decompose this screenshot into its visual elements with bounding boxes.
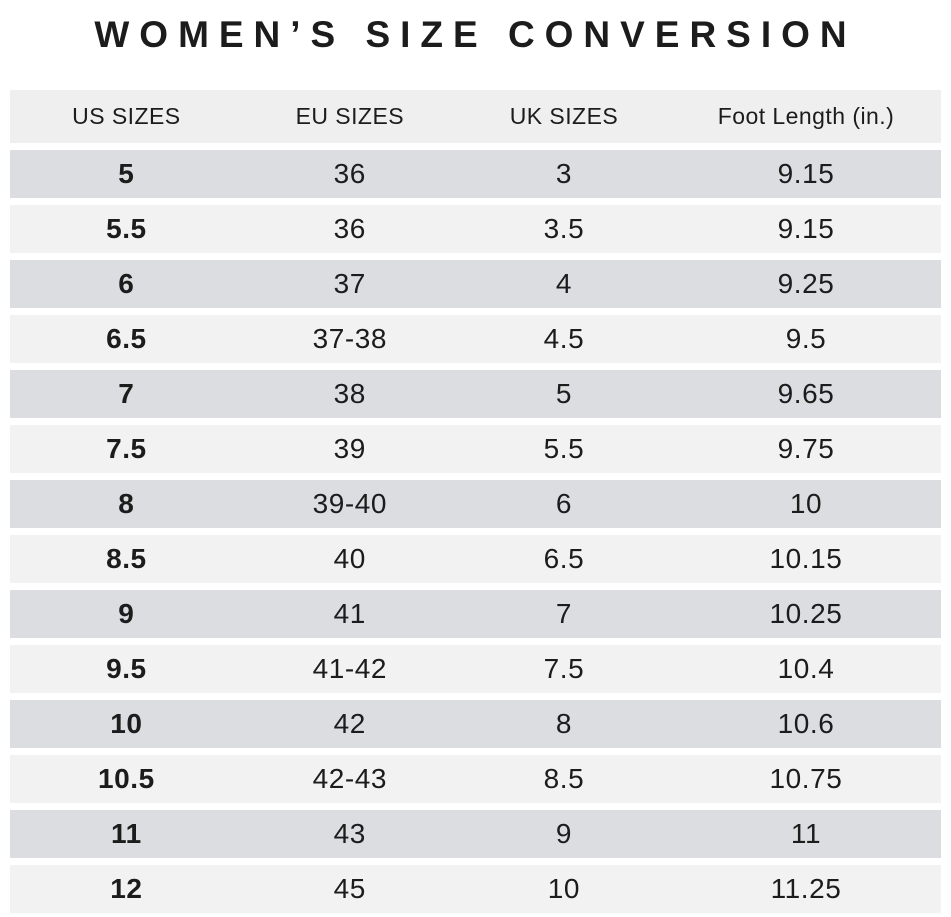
foot-length-cell: 9.5	[785, 323, 827, 354]
eu-size-cell: 40	[333, 543, 366, 574]
table-row: 12 45 10 11.25	[10, 865, 941, 913]
uk-size-cell: 7	[555, 598, 572, 629]
eu-size-cell: 42-43	[312, 763, 388, 794]
us-size-cell: 9	[118, 598, 135, 629]
us-size-cell: 8	[118, 488, 135, 519]
eu-size-cell: 37	[333, 268, 366, 299]
table-row: 5 36 3 9.15	[10, 150, 941, 198]
column-header-eu-sizes: EU SIZES	[295, 103, 405, 129]
us-size-cell: 6	[118, 268, 135, 299]
us-size-cell: 7	[118, 378, 135, 409]
size-conversion-table: US SIZES EU SIZES UK SIZES Foot Length (…	[10, 90, 941, 913]
table-row: 8 39-40 6 10	[10, 480, 941, 528]
table-row: 7.5 39 5.5 9.75	[10, 425, 941, 473]
uk-size-cell: 8.5	[543, 763, 585, 794]
uk-size-cell: 8	[555, 708, 572, 739]
uk-size-cell: 3	[555, 158, 572, 189]
us-size-cell: 5.5	[106, 213, 147, 244]
eu-size-cell: 38	[333, 378, 366, 409]
table-row: 7 38 5 9.65	[10, 370, 941, 418]
eu-size-cell: 42	[333, 708, 366, 739]
foot-length-cell: 10.75	[769, 763, 843, 794]
eu-size-cell: 37-38	[312, 323, 388, 354]
table-row: 9 41 7 10.25	[10, 590, 941, 638]
foot-length-cell: 11	[790, 818, 822, 849]
us-size-cell: 5	[118, 158, 135, 189]
table-body: 5 36 3 9.15 5.5 36 3.5 9.15 6 37 4 9.25 6.5 37-38 4.5 9…	[10, 150, 941, 913]
table-row: 9.5 41-42 7.5 10.4	[10, 645, 941, 693]
column-header-uk-sizes: UK SIZES	[509, 103, 619, 129]
us-size-cell: 10	[110, 708, 143, 739]
foot-length-cell: 10	[789, 488, 823, 519]
eu-size-cell: 39-40	[312, 488, 388, 519]
foot-length-cell: 10.6	[777, 708, 835, 739]
eu-size-cell: 36	[333, 213, 366, 244]
us-size-cell: 9.5	[106, 653, 147, 684]
uk-size-cell: 5.5	[543, 433, 585, 464]
uk-size-cell: 6	[555, 488, 572, 519]
us-size-cell: 12	[110, 873, 143, 904]
table-row: 8.5 40 6.5 10.15	[10, 535, 941, 583]
foot-length-cell: 10.4	[777, 653, 835, 684]
table-row: 10 42 8 10.6	[10, 700, 941, 748]
eu-size-cell: 41-42	[312, 653, 388, 684]
uk-size-cell: 6.5	[543, 543, 585, 574]
uk-size-cell: 7.5	[543, 653, 585, 684]
foot-length-cell: 9.15	[777, 158, 835, 189]
foot-length-cell: 9.15	[777, 213, 835, 244]
foot-length-cell: 9.75	[777, 433, 835, 464]
column-header-us-sizes: US SIZES	[72, 103, 181, 129]
uk-size-cell: 4.5	[543, 323, 585, 354]
uk-size-cell: 10	[547, 873, 581, 904]
uk-size-cell: 5	[555, 378, 572, 409]
uk-size-cell: 3.5	[543, 213, 585, 244]
table-row: 10.5 42-43 8.5 10.75	[10, 755, 941, 803]
us-size-cell: 7.5	[106, 433, 147, 464]
eu-size-cell: 36	[333, 158, 366, 189]
column-header-foot-length: Foot Length (in.)	[717, 103, 895, 129]
foot-length-cell: 10.15	[769, 543, 843, 574]
us-size-cell: 6.5	[106, 323, 147, 354]
eu-size-cell: 41	[333, 598, 366, 629]
foot-length-cell: 11.25	[770, 873, 842, 904]
table-header-row: US SIZES EU SIZES UK SIZES Foot Length (…	[10, 90, 941, 143]
foot-length-cell: 9.65	[777, 378, 835, 409]
uk-size-cell: 4	[555, 268, 572, 299]
us-size-cell: 11	[111, 818, 142, 849]
page-title: WOMEN’S SIZE CONVERSION	[94, 14, 857, 55]
eu-size-cell: 39	[333, 433, 366, 464]
eu-size-cell: 43	[333, 818, 366, 849]
table-row: 5.5 36 3.5 9.15	[10, 205, 941, 253]
table-row: 11 43 9 11	[10, 810, 941, 858]
us-size-cell: 10.5	[98, 763, 155, 794]
foot-length-cell: 10.25	[769, 598, 843, 629]
uk-size-cell: 9	[555, 818, 572, 849]
eu-size-cell: 45	[333, 873, 366, 904]
us-size-cell: 8.5	[106, 543, 147, 574]
table-row: 6.5 37-38 4.5 9.5	[10, 315, 941, 363]
foot-length-cell: 9.25	[777, 268, 835, 299]
table-row: 6 37 4 9.25	[10, 260, 941, 308]
